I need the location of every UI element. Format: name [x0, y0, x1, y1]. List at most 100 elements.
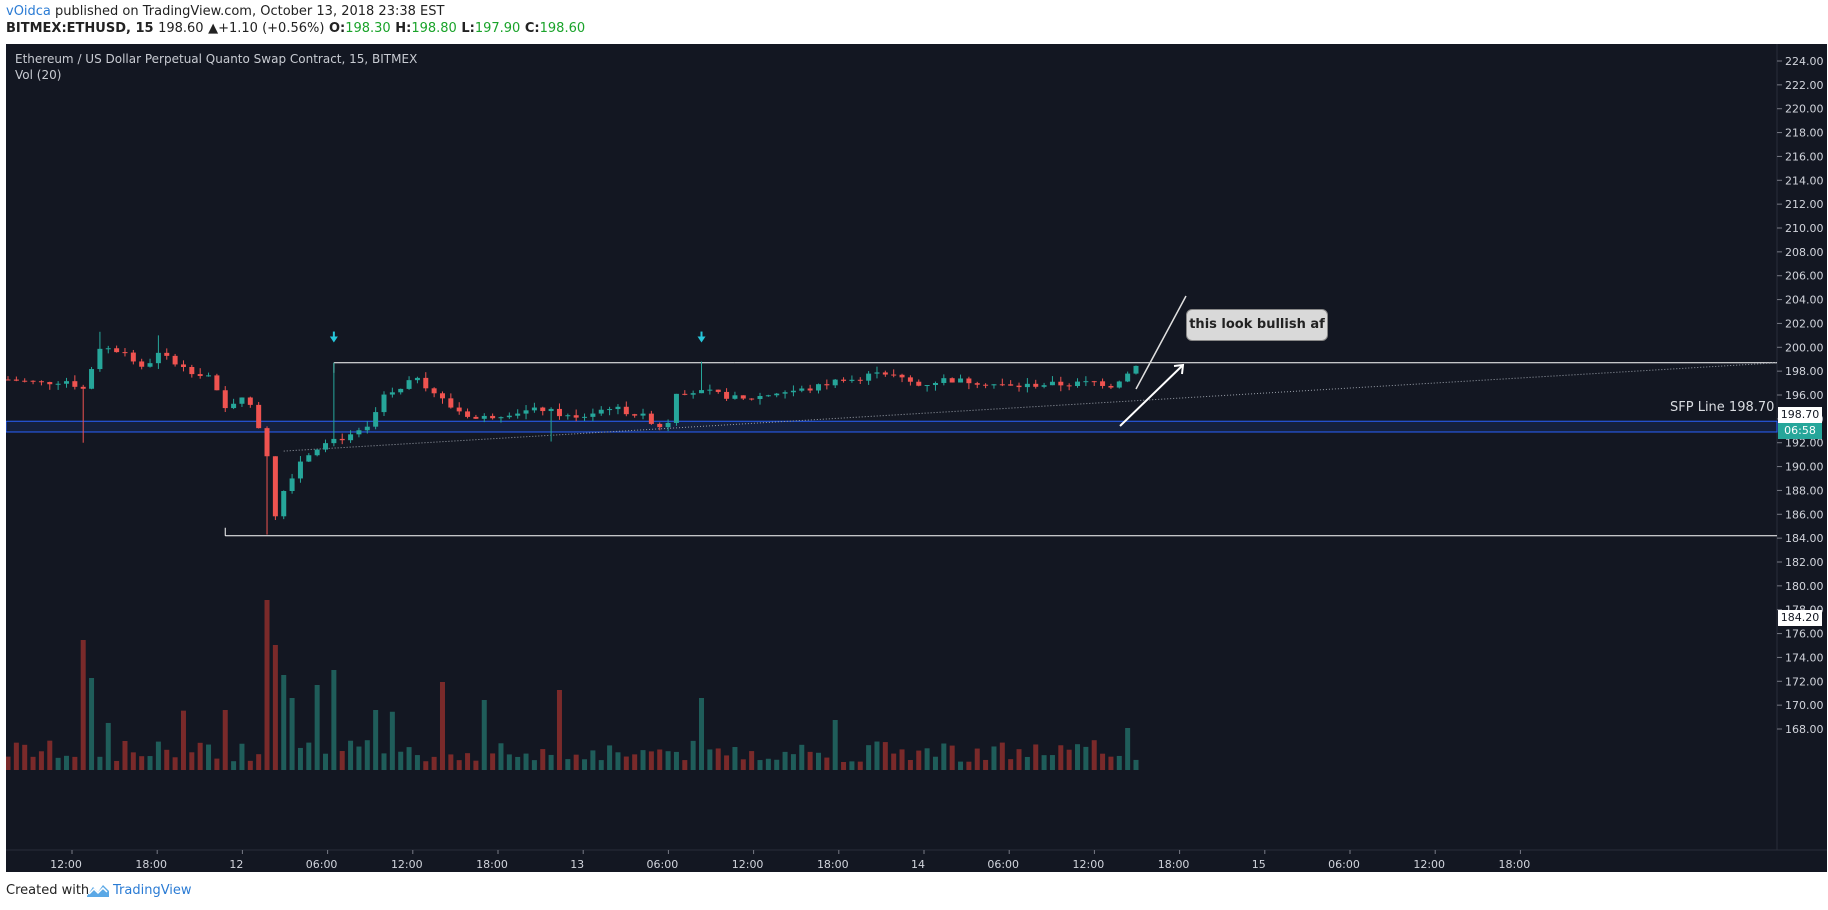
volume-bar: [815, 752, 821, 770]
candle-body: [573, 415, 579, 418]
price-tick-label: 188.00: [1785, 484, 1824, 497]
volume-bar: [473, 760, 479, 770]
candle-body: [740, 395, 746, 399]
candle-body: [958, 378, 964, 383]
volume-bar: [1091, 740, 1097, 770]
volume-bar: [924, 748, 930, 770]
candle-body: [423, 377, 429, 389]
time-tick-label: 12:00: [50, 858, 82, 871]
volume-bar: [841, 761, 847, 770]
volume-bar: [89, 678, 95, 770]
candle-body: [272, 456, 278, 517]
volume-bar: [465, 753, 471, 770]
price-tick-label: 168.00: [1785, 723, 1824, 736]
candle-body: [465, 411, 471, 417]
author-link[interactable]: vOidca: [6, 4, 51, 19]
low-label: L:: [461, 21, 475, 36]
candle-body: [139, 361, 145, 367]
volume-indicator-label[interactable]: Vol (20): [15, 68, 62, 82]
volume-bar: [740, 759, 746, 770]
candle-body: [122, 352, 128, 354]
volume-bar: [782, 751, 788, 770]
candle-body: [916, 381, 922, 386]
callout-annotation[interactable]: this look bullish af: [1186, 309, 1328, 341]
volume-bar: [180, 710, 186, 770]
volume-bar: [958, 761, 964, 770]
volume-bar: [189, 752, 195, 770]
candle-body: [506, 415, 512, 418]
candle-body: [590, 413, 596, 417]
candle-body: [623, 406, 629, 415]
candle-body: [983, 384, 989, 386]
candle-body: [749, 398, 755, 400]
high-value: 198.80: [411, 21, 457, 36]
volume-bar: [1008, 759, 1014, 770]
projection-arrow-line[interactable]: [1119, 364, 1184, 427]
candle-body: [899, 374, 905, 378]
time-tick-label: 13: [570, 858, 584, 871]
time-tick-label: 18:00: [1499, 858, 1531, 871]
publish-header: vOidca published on TradingView.com, Oct…: [0, 0, 1828, 44]
volume-bar: [983, 759, 989, 770]
candle-body: [966, 378, 972, 384]
volume-bar: [55, 757, 61, 770]
time-tick-label: 15: [1252, 858, 1266, 871]
price-tick-label: 222.00: [1785, 79, 1824, 92]
candle-body: [22, 380, 28, 382]
volume-bar: [80, 640, 86, 770]
volume-bar: [765, 758, 771, 770]
candle-body: [13, 379, 19, 381]
volume-bar: [1116, 755, 1122, 770]
candle-body: [607, 409, 613, 411]
volume-bar: [239, 743, 245, 770]
tradingview-logo-icon[interactable]: [86, 881, 110, 899]
candle-body: [297, 461, 303, 479]
volume-bar: [389, 711, 395, 770]
volume-bar: [531, 760, 537, 770]
candle-body: [515, 413, 521, 416]
candle-body: [289, 478, 295, 492]
volume-bar: [573, 754, 579, 770]
candle-body: [531, 407, 537, 411]
candle-body: [841, 379, 847, 381]
candle-body: [1125, 373, 1131, 382]
time-tick-label: 12:00: [1413, 858, 1445, 871]
volume-bar: [932, 756, 938, 770]
price-tick-label: 218.00: [1785, 127, 1824, 140]
volume-bar: [414, 755, 420, 770]
volume-bar: [523, 753, 529, 770]
volume-bar: [398, 751, 404, 770]
candle-body: [824, 384, 830, 386]
volume-bar: [640, 750, 646, 770]
volume-bar: [707, 749, 713, 770]
volume-bar: [256, 754, 262, 770]
volume-bar: [356, 746, 362, 770]
volume-bar: [1075, 744, 1081, 770]
support-zone[interactable]: [6, 420, 1778, 433]
candle-body: [832, 379, 838, 386]
volume-bar: [690, 740, 696, 770]
chart-panel[interactable]: 224.00 222.00 220.00 218.00 216.00 214.00 212.…: [6, 44, 1827, 872]
candle-body: [774, 393, 780, 396]
time-tick-label: 06:00: [1328, 858, 1360, 871]
price-change: ▲+1.10 (+0.56%): [208, 21, 325, 36]
candle-body: [180, 364, 186, 368]
candle-body: [47, 382, 53, 385]
tradingview-brand-link[interactable]: TradingView: [113, 883, 192, 898]
volume-bar: [6, 756, 11, 770]
candle-body: [782, 392, 788, 394]
candle-body: [38, 381, 44, 383]
volume-bar: [1058, 745, 1064, 770]
volume-bar: [999, 742, 1005, 770]
candle-body: [206, 375, 212, 377]
dotted-trendline[interactable]: [283, 362, 1778, 452]
candle-body: [582, 416, 588, 418]
candle-body: [891, 374, 897, 376]
candle-body: [481, 415, 487, 419]
candle-body: [949, 378, 955, 383]
candle-body: [866, 373, 872, 381]
chart-canvas[interactable]: 224.00 222.00 220.00 218.00 216.00 214.00 212.…: [6, 44, 1827, 872]
volume-bar: [757, 760, 763, 770]
volume-bar: [72, 756, 78, 770]
low-price-tag: 184.20: [1778, 610, 1822, 626]
